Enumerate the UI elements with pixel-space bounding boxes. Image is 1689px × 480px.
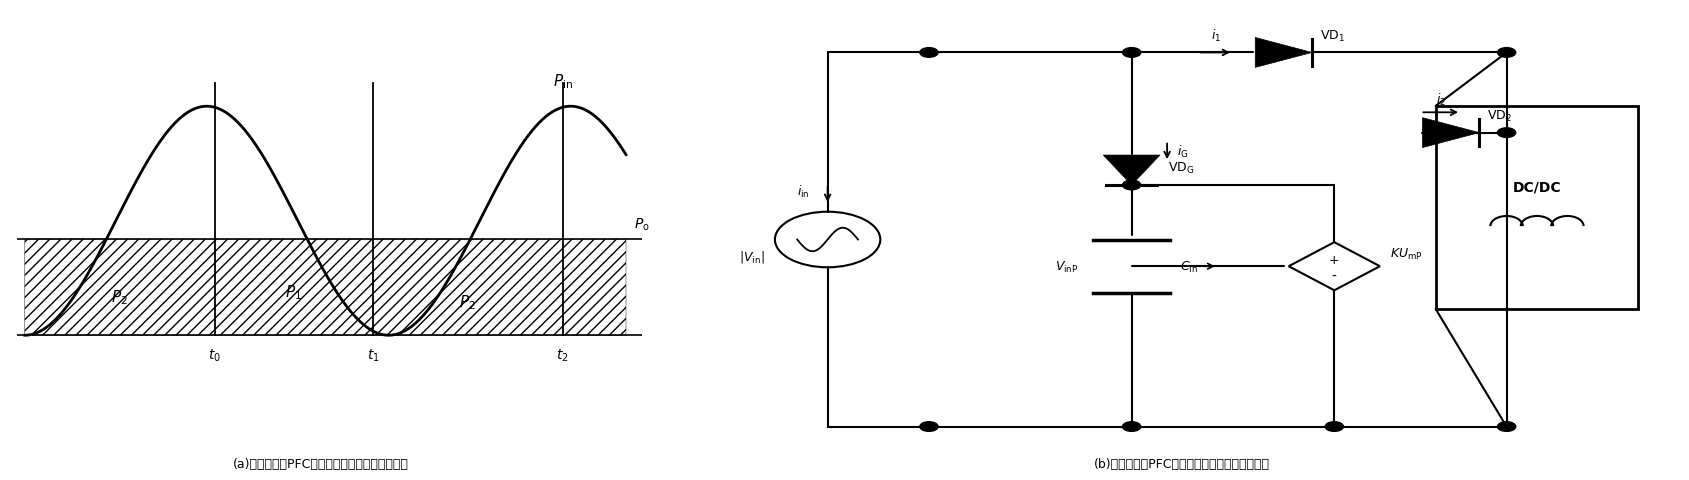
Circle shape (921, 422, 937, 432)
Text: $P_2$: $P_2$ (459, 293, 476, 311)
Circle shape (1123, 422, 1140, 432)
Text: +: + (1329, 254, 1339, 267)
Text: DC/DC: DC/DC (1513, 180, 1561, 193)
Text: $\rm VD_1$: $\rm VD_1$ (1321, 29, 1344, 44)
Text: $t_1$: $t_1$ (367, 347, 380, 363)
Text: $\rm VD_2$: $\rm VD_2$ (1488, 108, 1512, 124)
Text: (a)基本并联式PFC变换器输入、输出功率的关系: (a)基本并联式PFC变换器输入、输出功率的关系 (233, 457, 409, 470)
Text: $\rm VD_G$: $\rm VD_G$ (1169, 160, 1194, 176)
Text: $t_0$: $t_0$ (208, 347, 221, 363)
Text: $KU_{\rm mP}$: $KU_{\rm mP}$ (1390, 246, 1422, 261)
Text: $P_{\rm in}$: $P_{\rm in}$ (552, 72, 573, 91)
Circle shape (1427, 129, 1444, 138)
Text: $P_2$: $P_2$ (111, 288, 128, 306)
Text: $i_2$: $i_2$ (1436, 92, 1446, 108)
Text: -: - (1333, 269, 1336, 283)
Circle shape (1498, 129, 1515, 138)
Polygon shape (1103, 156, 1160, 186)
Text: $V_{\rm inP}$: $V_{\rm inP}$ (1056, 259, 1079, 274)
Text: $|V_{\rm in}|$: $|V_{\rm in}|$ (740, 248, 765, 264)
Polygon shape (1255, 38, 1312, 68)
Circle shape (1498, 422, 1515, 432)
Text: $P_{\rm o}$: $P_{\rm o}$ (633, 216, 650, 233)
Bar (1436, 107, 1638, 309)
Text: $P_1$: $P_1$ (285, 283, 302, 301)
Circle shape (1326, 422, 1343, 432)
Polygon shape (1422, 119, 1480, 148)
Text: $C_{\rm in}$: $C_{\rm in}$ (1181, 259, 1198, 274)
Circle shape (921, 48, 937, 58)
Text: (b)单级并联式PFC变换器输入、输出功率概念图: (b)单级并联式PFC变换器输入、输出功率概念图 (1094, 457, 1270, 470)
Circle shape (1123, 48, 1140, 58)
Circle shape (1123, 181, 1140, 191)
Text: $i_1$: $i_1$ (1211, 28, 1221, 44)
Circle shape (1498, 48, 1515, 58)
Text: $i_{\rm in}$: $i_{\rm in}$ (797, 184, 809, 200)
Text: $i_{\rm G}$: $i_{\rm G}$ (1177, 144, 1189, 160)
Text: $t_2$: $t_2$ (556, 347, 569, 363)
